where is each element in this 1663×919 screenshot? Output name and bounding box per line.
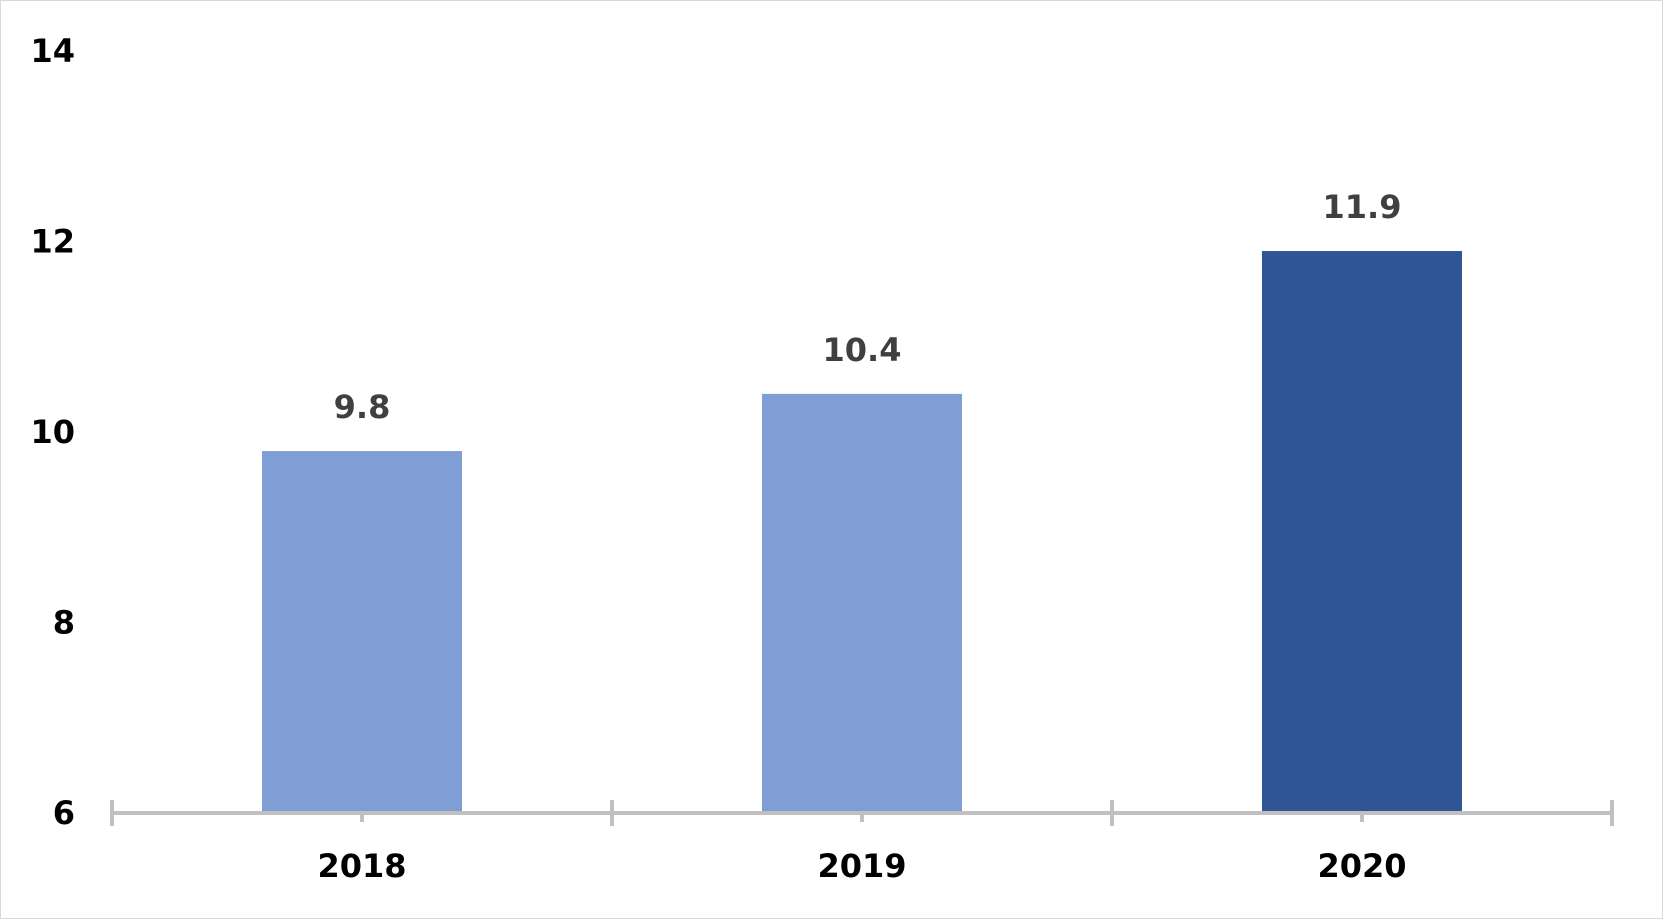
x-tick-label-2020: 2020 <box>1317 847 1406 885</box>
bar-2019 <box>762 393 962 813</box>
x-axis <box>110 800 1614 826</box>
bars <box>262 251 1462 813</box>
data-label-2019: 10.4 <box>823 331 902 369</box>
data-label-2018: 9.8 <box>334 388 391 426</box>
x-axis-tick-labels: 2018 2019 2020 <box>317 847 1406 885</box>
y-tick-label: 14 <box>30 32 75 70</box>
data-label-2020: 11.9 <box>1323 188 1402 226</box>
y-tick-label: 8 <box>53 604 75 642</box>
bar-2020 <box>1262 251 1462 813</box>
x-tick-label-2018: 2018 <box>317 847 406 885</box>
data-labels: 9.8 10.4 11.9 <box>334 188 1402 426</box>
bar-2018 <box>262 451 462 813</box>
y-tick-label: 12 <box>30 223 75 261</box>
y-axis-tick-labels: 6 8 10 12 14 <box>30 32 75 832</box>
x-tick-label-2019: 2019 <box>817 847 906 885</box>
y-tick-label: 10 <box>30 413 75 451</box>
y-tick-label: 6 <box>53 794 75 832</box>
